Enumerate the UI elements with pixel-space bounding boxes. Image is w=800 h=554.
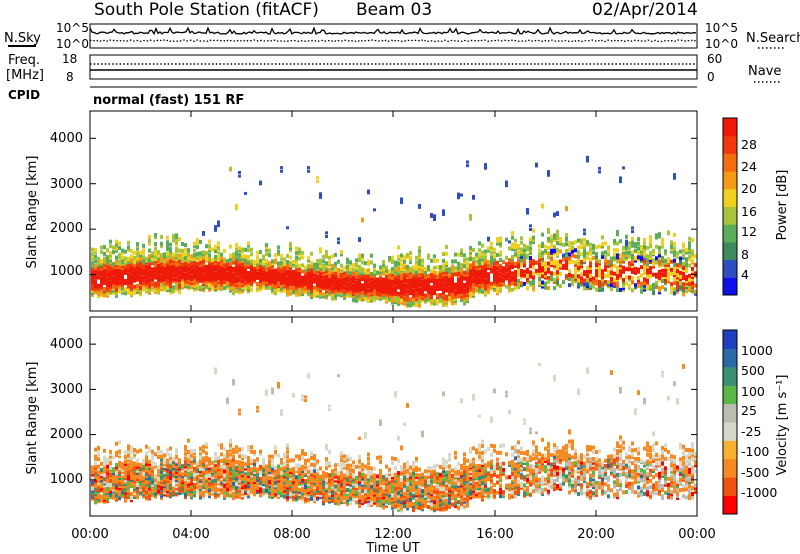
power-colorbar [722, 117, 738, 296]
freq-tick-bottom: 8 [66, 70, 74, 84]
power-cbar-tick-20: 20 [741, 181, 757, 196]
xtick-2000: 20:00 [577, 527, 614, 542]
velocity-cbar-tick-neg25: -25 [741, 424, 761, 439]
power-heatmap-cells [91, 155, 697, 308]
xtick-0400: 04:00 [172, 527, 209, 542]
velocity-heatmap-cells [91, 363, 697, 513]
velocity-cbar-tick-500: 500 [741, 363, 765, 378]
velocity-cbar-tick-neg1000: -1000 [741, 485, 777, 500]
noise-tick-right-bottom: 10^0 [705, 37, 738, 51]
xtick-2400: 00:00 [678, 527, 715, 542]
n-search-label: N.Search [746, 31, 800, 46]
n-search-trace [89, 39, 697, 43]
velocity-y-ticks: 1000 2000 3000 4000 [50, 337, 83, 487]
noise-tick-left-top: 10^5 [56, 21, 89, 35]
noise-panel: N.Sky 10^5 10^0 10^5 10^0 N.Search [4, 21, 800, 51]
velocity-cbar-tick-1000: 1000 [741, 343, 773, 358]
power-colorbar-label: Power [dB] [775, 170, 790, 241]
velocity-panel: 1000 2000 3000 4000 Slant Range [km] 100… [25, 316, 790, 517]
velocity-cbar-tick-25: 25 [741, 403, 757, 418]
nave-tick-top: 60 [707, 52, 722, 66]
freq-unit-label: [MHz] [6, 68, 44, 83]
power-ytick-1000: 1000 [50, 264, 83, 279]
velocity-colorbar-label: Velocity [m s⁻¹] [775, 375, 790, 476]
freq-panel: Freq. [MHz] 18 8 60 0 Nave [6, 52, 781, 84]
power-ytick-3000: 3000 [50, 177, 83, 192]
velocity-ytick-4000: 4000 [50, 337, 83, 352]
power-cbar-tick-28: 28 [741, 137, 757, 152]
power-y-ticks: 1000 2000 3000 4000 [50, 131, 83, 279]
freq-label: Freq. [8, 53, 40, 68]
date-label: 02/Apr/2014 [592, 0, 698, 20]
velocity-ytick-1000: 1000 [50, 472, 83, 487]
noise-tick-left-bottom: 10^0 [56, 37, 89, 51]
noise-tick-right-top: 10^5 [705, 21, 738, 35]
cpid-value: normal (fast) 151 RF [93, 93, 244, 108]
freq-tick-top: 18 [62, 52, 77, 66]
power-panel: 1000 2000 3000 4000 Slant Range [km] 4 8… [25, 110, 790, 312]
nave-tick-bottom: 0 [707, 70, 715, 84]
velocity-ytick-2000: 2000 [50, 427, 83, 442]
power-y-axis-label: Slant Range [km] [25, 156, 40, 269]
power-cbar-tick-24: 24 [741, 159, 757, 174]
velocity-cbar-tick-neg100: -100 [741, 444, 769, 459]
power-cbar-tick-4: 4 [741, 267, 749, 282]
n-sky-label: N.Sky [4, 31, 41, 46]
nave-label: Nave [748, 64, 781, 79]
power-cbar-tick-8: 8 [741, 247, 749, 262]
xtick-1600: 16:00 [476, 527, 513, 542]
power-ytick-2000: 2000 [50, 221, 83, 236]
power-cbar-tick-16: 16 [741, 204, 757, 219]
velocity-cbar-tick-neg500: -500 [741, 465, 769, 480]
xtick-1200: 12:00 [374, 527, 411, 542]
x-axis-label: Time UT [365, 541, 419, 554]
velocity-colorbar-ticks: 1000 500 100 25 -25 -100 -500 -1000 [741, 343, 777, 500]
axis-tick-marks [89, 111, 698, 516]
velocity-colorbar [722, 329, 738, 515]
power-ytick-4000: 4000 [50, 131, 83, 146]
velocity-ytick-3000: 3000 [50, 382, 83, 397]
beam-label: Beam 03 [356, 0, 432, 20]
xtick-0800: 08:00 [273, 527, 310, 542]
station-title: South Pole Station (fitACF) [94, 0, 319, 20]
cpid-label: CPID [8, 88, 40, 102]
n-sky-trace [89, 26, 697, 36]
velocity-y-axis-label: Slant Range [km] [25, 362, 40, 475]
power-cbar-tick-12: 12 [741, 224, 757, 239]
x-axis-ticks: 00:00 04:00 08:00 12:00 16:00 20:00 00:0… [71, 527, 715, 542]
xtick-0000: 00:00 [71, 527, 108, 542]
velocity-cbar-tick-100: 100 [741, 384, 765, 399]
power-colorbar-ticks: 4 8 12 16 20 24 28 [741, 137, 757, 282]
